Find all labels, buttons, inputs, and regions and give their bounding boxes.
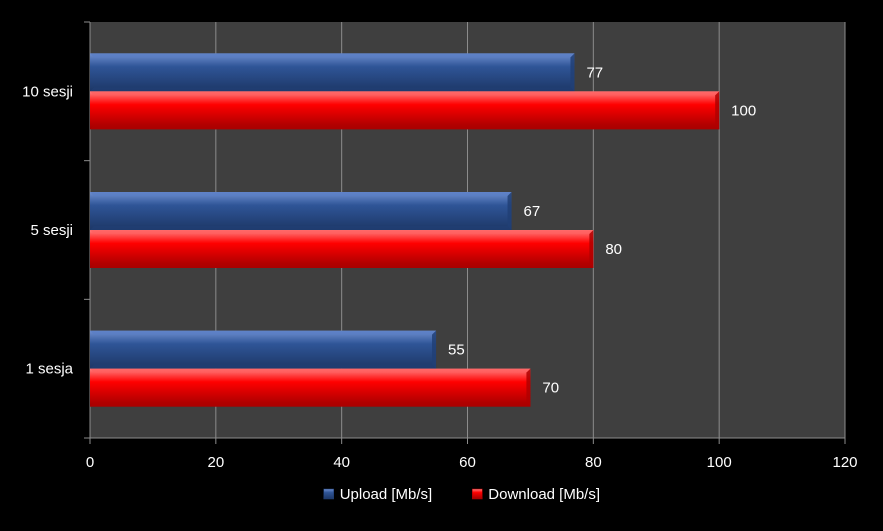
upload-bar xyxy=(90,330,437,369)
bar-bevel-right xyxy=(589,230,594,268)
upload-bar xyxy=(90,192,512,230)
x-tick-label: 20 xyxy=(207,454,224,471)
legend-swatch xyxy=(323,488,334,500)
bar-bevel-bottom xyxy=(90,87,575,92)
bar-bevel-top xyxy=(90,368,531,373)
category-label: 10 sesji xyxy=(22,83,73,100)
data-label: 55 xyxy=(448,342,465,359)
bar-face xyxy=(90,53,575,92)
bar-face xyxy=(90,91,720,130)
x-tick-label: 0 xyxy=(86,454,94,471)
data-label: 67 xyxy=(524,203,541,220)
bars xyxy=(90,53,720,407)
bar-bevel-bottom xyxy=(90,364,437,369)
legend: Upload [Mb/s] Download [Mb/s] xyxy=(323,486,600,503)
bar-face xyxy=(90,368,531,407)
bar-bevel-right xyxy=(570,53,575,92)
bar-bevel-right xyxy=(507,192,512,230)
x-tick-label: 60 xyxy=(459,454,476,471)
bar-bevel-top xyxy=(90,91,720,96)
x-tick-label: 100 xyxy=(707,454,732,471)
bar-face xyxy=(90,330,437,369)
bar-bevel-top xyxy=(90,330,437,335)
legend-swatch xyxy=(472,488,483,500)
bar-bevel-top xyxy=(90,53,575,58)
legend-label: Download [Mb/s] xyxy=(488,486,600,503)
category-label: 1 sesja xyxy=(25,361,73,378)
data-label: 77 xyxy=(586,64,603,81)
bar-bevel-top xyxy=(90,192,512,196)
bar-bevel-bottom xyxy=(90,125,720,130)
data-label: 100 xyxy=(731,102,756,119)
download-bar xyxy=(90,368,531,407)
bar-bevel-right xyxy=(526,368,531,407)
legend-label: Upload [Mb/s] xyxy=(340,486,433,503)
x-tick-label: 80 xyxy=(585,454,602,471)
bar-bevel-bottom xyxy=(90,402,531,407)
data-label: 70 xyxy=(542,380,559,397)
data-label: 80 xyxy=(605,241,622,258)
bar-face xyxy=(90,192,512,230)
bar-bevel-top xyxy=(90,230,594,234)
download-bar xyxy=(90,91,720,130)
data-labels: 77 100 67 80 55 70 xyxy=(448,64,756,396)
legend-item-upload: Upload [Mb/s] xyxy=(323,486,433,503)
x-tick-label: 120 xyxy=(832,454,857,471)
bar-bevel-bottom xyxy=(90,226,512,230)
category-label: 5 sesji xyxy=(30,222,73,239)
download-bar xyxy=(90,230,594,268)
upload-bar xyxy=(90,53,575,92)
x-tick-label: 40 xyxy=(333,454,350,471)
bar-bevel-right xyxy=(715,91,720,130)
legend-item-download: Download [Mb/s] xyxy=(472,486,600,503)
bar-face xyxy=(90,230,594,268)
bar-bevel-bottom xyxy=(90,264,594,268)
bar-bevel-right xyxy=(432,330,437,369)
